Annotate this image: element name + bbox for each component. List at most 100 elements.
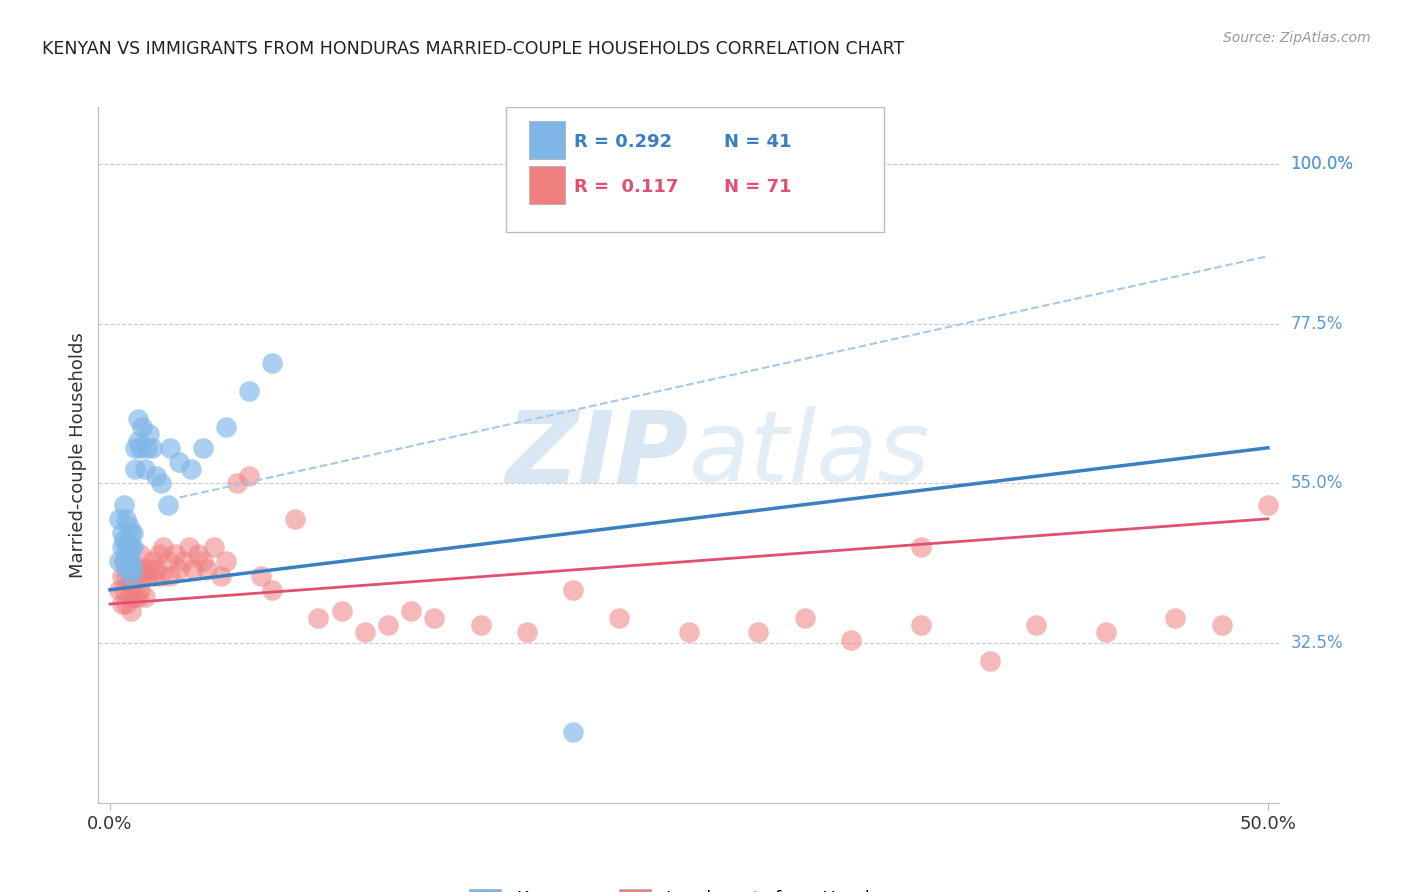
Point <box>138 561 160 575</box>
Point <box>284 512 307 526</box>
Point <box>124 441 146 455</box>
Legend: Kenyans, Immigrants from Honduras: Kenyans, Immigrants from Honduras <box>461 881 917 892</box>
Point <box>117 590 139 604</box>
Point <box>117 519 139 533</box>
Point <box>141 554 163 568</box>
Point <box>145 561 167 575</box>
Point <box>112 554 135 568</box>
Point <box>330 604 353 618</box>
Point <box>202 540 225 554</box>
Text: N = 41: N = 41 <box>724 133 792 151</box>
Point <box>112 533 135 548</box>
Text: 55.0%: 55.0% <box>1291 475 1343 492</box>
Point <box>127 434 149 448</box>
Point <box>183 561 205 575</box>
Point <box>1094 625 1116 640</box>
Text: 100.0%: 100.0% <box>1291 155 1354 173</box>
Point <box>120 604 142 618</box>
Point <box>131 419 153 434</box>
Point <box>136 441 159 455</box>
Point <box>910 618 932 632</box>
Text: KENYAN VS IMMIGRANTS FROM HONDURAS MARRIED-COUPLE HOUSEHOLDS CORRELATION CHART: KENYAN VS IMMIGRANTS FROM HONDURAS MARRI… <box>42 40 904 58</box>
Point <box>108 512 131 526</box>
Point <box>169 455 191 469</box>
Point <box>238 384 260 398</box>
Point <box>562 724 585 739</box>
Point <box>353 625 375 640</box>
Point <box>262 356 284 370</box>
Point <box>122 540 145 554</box>
Point <box>108 554 131 568</box>
Text: 77.5%: 77.5% <box>1291 315 1343 333</box>
Point <box>152 540 174 554</box>
Point <box>148 547 170 561</box>
Point <box>127 561 149 575</box>
Point <box>117 554 139 568</box>
Point <box>180 462 202 476</box>
Point <box>112 498 135 512</box>
Point <box>131 568 153 582</box>
Point <box>262 582 284 597</box>
Point <box>115 512 138 526</box>
Point <box>678 625 700 640</box>
Point <box>117 540 139 554</box>
Point <box>110 597 132 611</box>
Point <box>377 618 399 632</box>
Point <box>399 604 422 618</box>
Point <box>127 412 149 426</box>
Point <box>191 441 214 455</box>
Point <box>120 526 142 541</box>
Point <box>122 590 145 604</box>
Point <box>173 554 195 568</box>
Point <box>127 590 149 604</box>
Point <box>159 441 181 455</box>
Point <box>129 547 152 561</box>
Point <box>979 654 1001 668</box>
Text: atlas: atlas <box>689 407 931 503</box>
Point <box>110 526 132 541</box>
Point <box>122 575 145 590</box>
Point <box>215 554 238 568</box>
Y-axis label: Married-couple Households: Married-couple Households <box>69 332 87 578</box>
Point <box>423 611 446 625</box>
Point <box>159 568 181 582</box>
Point <box>115 568 138 582</box>
Point <box>177 540 200 554</box>
Point <box>136 568 159 582</box>
Point <box>117 561 139 575</box>
Point <box>129 441 152 455</box>
Text: R =  0.117: R = 0.117 <box>575 178 679 196</box>
Text: Source: ZipAtlas.com: Source: ZipAtlas.com <box>1223 31 1371 45</box>
Point <box>169 561 191 575</box>
Point <box>1164 611 1187 625</box>
Point <box>156 554 179 568</box>
Text: 32.5%: 32.5% <box>1291 634 1343 652</box>
Point <box>609 611 631 625</box>
Point <box>149 568 172 582</box>
Point <box>112 582 135 597</box>
Point <box>238 469 260 483</box>
Point <box>195 561 218 575</box>
Point <box>747 625 769 640</box>
Point <box>191 554 214 568</box>
Point <box>134 561 156 575</box>
Point <box>124 462 146 476</box>
Point <box>187 547 209 561</box>
Point <box>145 469 167 483</box>
Point <box>110 568 132 582</box>
Point <box>562 582 585 597</box>
Point <box>120 575 142 590</box>
Point <box>122 561 145 575</box>
Point <box>149 476 172 491</box>
Point <box>108 582 131 597</box>
Point <box>120 568 142 582</box>
Point <box>110 540 132 554</box>
Point <box>1257 498 1279 512</box>
Point <box>124 568 146 582</box>
Point <box>793 611 815 625</box>
Point <box>156 498 179 512</box>
Point <box>910 540 932 554</box>
Bar <box>530 166 565 204</box>
Point <box>1025 618 1047 632</box>
Point <box>129 582 152 597</box>
